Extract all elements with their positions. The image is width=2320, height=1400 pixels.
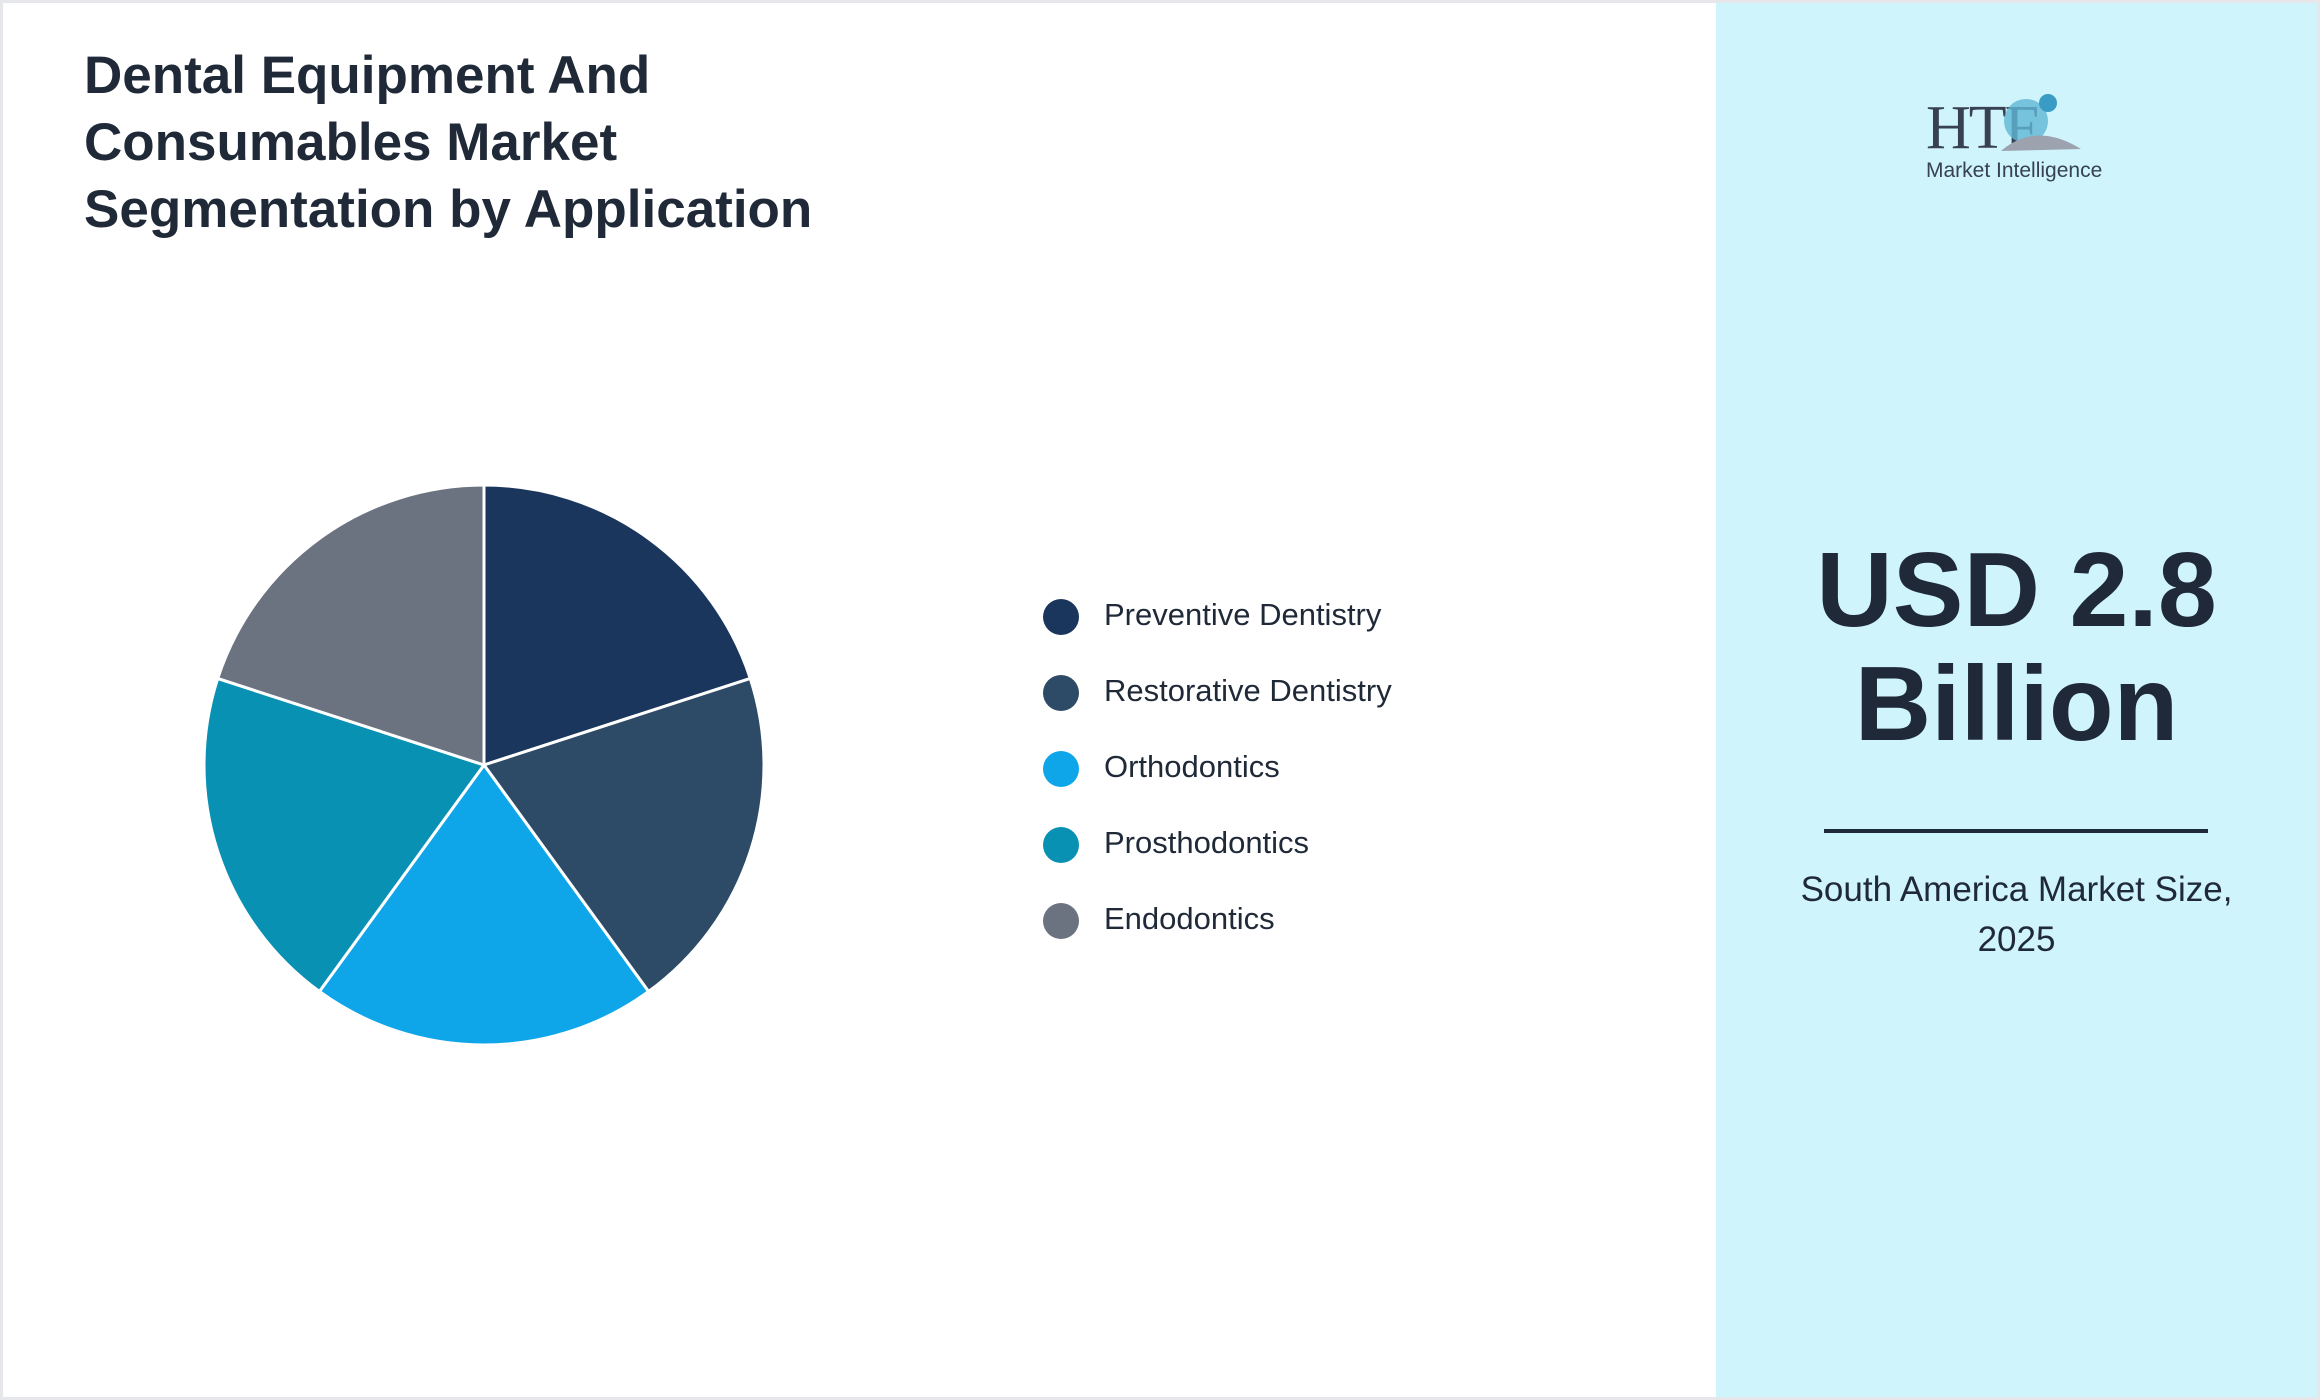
divider <box>1824 829 2208 833</box>
market-caption: South America Market Size, 2025 <box>1800 870 2233 959</box>
legend-swatch <box>1043 827 1079 863</box>
legend-swatch <box>1043 751 1079 787</box>
pie-slice <box>202 676 487 994</box>
legend-label: Preventive Dentistry <box>1104 597 1382 632</box>
legend-label: Endodontics <box>1104 901 1275 936</box>
chart-title: Dental Equipment And Consumables Market … <box>84 46 813 239</box>
pie-slice <box>317 762 651 1047</box>
pie-slice <box>482 483 753 768</box>
legend-label: Restorative Dentistry <box>1104 673 1392 708</box>
market-value: USD 2.8 Billion <box>1816 531 2217 763</box>
pie-slice <box>215 483 486 768</box>
side-panel: HTF Market Intelligence USD 2.8 Billion … <box>1716 3 2317 1397</box>
legend-swatch <box>1043 675 1079 711</box>
legend-swatch <box>1043 599 1079 635</box>
legend-label: Orthodontics <box>1104 749 1280 784</box>
chart: Preventive Dentistry Restorative Dentistr… <box>202 483 1392 1047</box>
legend-label: Prosthodontics <box>1104 825 1309 860</box>
legend-swatch <box>1043 903 1079 939</box>
pie-slice <box>481 676 766 994</box>
logo-icon <box>2001 94 2081 151</box>
logo-tagline: Market Intelligence <box>1926 159 2103 182</box>
